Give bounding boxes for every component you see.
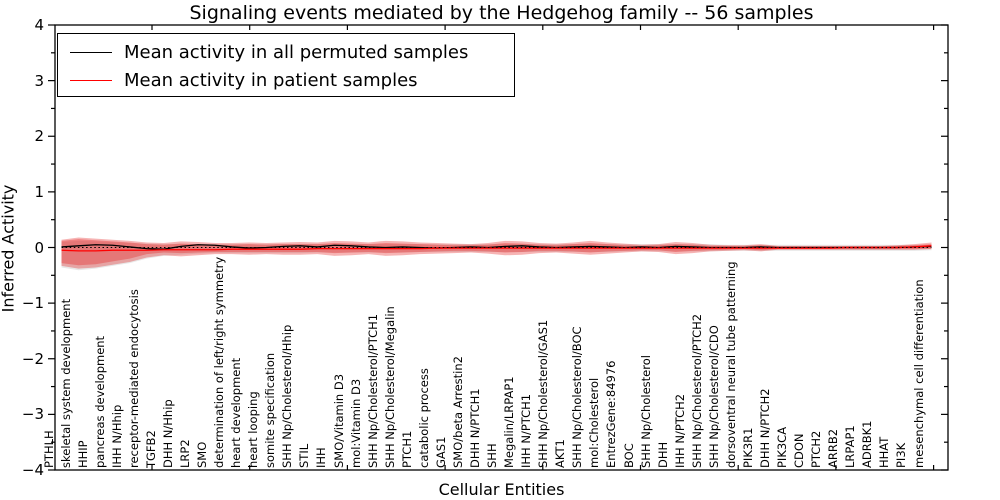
- y-tick-label: −3: [21, 405, 44, 424]
- x-tick-label: DHH: [655, 441, 670, 468]
- x-tick-label: SMO: [195, 441, 210, 468]
- x-tick-label: DHH N/PTCH1: [467, 388, 482, 468]
- x-tick-label: IHH: [314, 447, 329, 468]
- legend-line-sample-permuted: [70, 51, 112, 53]
- y-tick-label: 0: [34, 238, 44, 257]
- x-tick-label: SHH Np/Cholesterol/PTCH2: [689, 313, 704, 468]
- band-patient-range-outer: [61, 237, 932, 269]
- x-tick-label: SMO/beta Arrestin2: [450, 356, 465, 468]
- legend: Mean activity in all permuted samples Me…: [57, 33, 515, 97]
- x-tick-label: heart looping: [246, 391, 261, 468]
- x-tick-label: PTCH2: [809, 430, 824, 468]
- x-tick-label: TGFB2: [143, 430, 158, 468]
- x-tick-label: catabolic process: [416, 368, 431, 468]
- x-tick-label: SHH Np/Cholesterol/PTCH1: [365, 313, 380, 468]
- y-tick-label: −4: [21, 461, 44, 479]
- x-tick-label: PTHLH: [41, 430, 56, 468]
- y-tick-label: 2: [34, 127, 44, 146]
- x-tick-label: ADRBK1: [860, 420, 875, 468]
- x-tick-label: EntrezGene:84976: [604, 360, 619, 468]
- x-tick-label: SHH Np/Cholesterol/CDO: [706, 325, 721, 468]
- x-tick-label: Megalin/LRPAP1: [502, 376, 517, 468]
- legend-entry-patient: Mean activity in patient samples: [58, 66, 418, 94]
- line-Mean-activity-in-patient-samples: [61, 245, 932, 252]
- x-tick-label: LRP2: [177, 439, 192, 468]
- y-tick-label: 1: [34, 182, 44, 201]
- x-tick-label: AKT1: [553, 439, 568, 468]
- x-tick-label: mol:Vitamin D3: [348, 378, 363, 468]
- x-tick-label: STIL: [297, 443, 312, 468]
- x-tick-label: HHIP: [75, 440, 90, 468]
- x-tick-label: PI3K: [894, 442, 909, 468]
- x-tick-label: dorsoventral neural tube patterning: [723, 261, 738, 468]
- x-tick-label: SHH Np/Cholesterol/GAS1: [536, 319, 551, 468]
- x-tick-label: SHH: [485, 443, 500, 468]
- x-axis-label: Cellular Entities: [438, 480, 565, 499]
- x-tick-label: pancreas development: [92, 335, 107, 468]
- y-tick-label: 4: [34, 16, 44, 34]
- x-tick-label: mesenchymal cell differentiation: [911, 279, 926, 468]
- x-tick-label: IHH N/PTCH1: [519, 393, 534, 468]
- legend-line-sample-patient: [70, 79, 112, 81]
- x-tick-label: BOC: [621, 443, 636, 468]
- x-tick-label: IHH N/Hhip: [109, 404, 124, 468]
- x-tick-label: ARRB2: [826, 428, 841, 468]
- x-tick-label: receptor-mediated endocytosis: [126, 289, 141, 468]
- x-tick-label: GAS1: [433, 436, 448, 468]
- x-tick-label: SHH Np/Cholesterol/Hhip: [280, 324, 295, 468]
- x-tick-label: heart development: [229, 357, 244, 468]
- x-tick-label: CDON: [792, 433, 807, 468]
- y-tick-label: −2: [21, 349, 44, 368]
- x-tick-label: PIK3CA: [775, 426, 790, 468]
- x-tick-label: SHH Np/Cholesterol/BOC: [570, 326, 585, 468]
- y-tick-label: −1: [21, 294, 44, 313]
- x-tick-label: LRPAP1: [843, 425, 858, 468]
- x-tick-label: skeletal system development: [58, 298, 73, 468]
- x-tick-label: DHH N/PTCH2: [757, 388, 772, 468]
- y-tick-label: 3: [34, 71, 44, 90]
- x-tick-label: mol:Cholesterol: [587, 377, 602, 468]
- band-patient-range-inner: [61, 239, 932, 266]
- x-tick-label: SMO/Vitamin D3: [331, 373, 346, 468]
- legend-label-permuted: Mean activity in all permuted samples: [124, 41, 469, 63]
- x-tick-label: IHH N/PTCH2: [672, 393, 687, 468]
- chart-title: Signaling events mediated by the Hedgeho…: [189, 2, 814, 24]
- x-tick-label: DHH N/Hhip: [160, 399, 175, 468]
- x-tick-label: SHH Np/Cholesterol: [638, 355, 653, 468]
- x-tick-label: HHAT: [877, 436, 892, 468]
- legend-label-patient: Mean activity in patient samples: [124, 69, 418, 91]
- x-tick-label: determination of left/right symmetry: [212, 256, 227, 468]
- legend-entry-permuted: Mean activity in all permuted samples: [58, 38, 468, 66]
- x-tick-label: somite specification: [263, 352, 278, 468]
- x-tick-label: SHH Np/Cholesterol/Megalin: [382, 306, 397, 468]
- x-tick-label: PIK3R1: [740, 427, 755, 469]
- x-tick-label: PTCH1: [399, 430, 414, 468]
